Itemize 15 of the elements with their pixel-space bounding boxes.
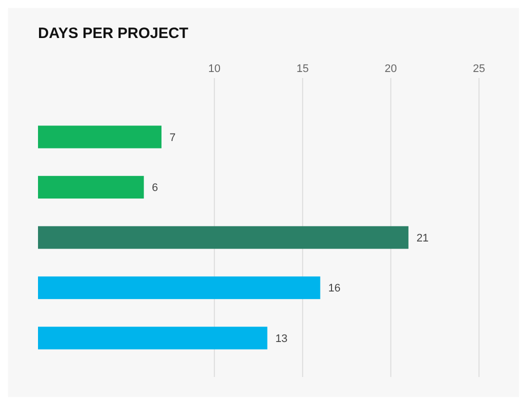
x-tick-label: 10: [208, 63, 221, 75]
bar: [38, 176, 144, 199]
bar: [38, 126, 162, 148]
bar: [38, 326, 268, 350]
x-tick-label: 20: [384, 63, 397, 75]
data-label: 7: [169, 132, 176, 144]
data-label: 16: [328, 282, 340, 295]
chart-title: DAYS PER PROJECT: [38, 25, 188, 42]
bar: [38, 226, 408, 249]
data-label: 21: [416, 232, 429, 244]
bar: [38, 276, 320, 300]
x-tick-label: 25: [472, 63, 486, 75]
data-label: 6: [152, 182, 158, 194]
data-label: 13: [275, 332, 288, 345]
x-tick-label: 15: [296, 63, 309, 75]
